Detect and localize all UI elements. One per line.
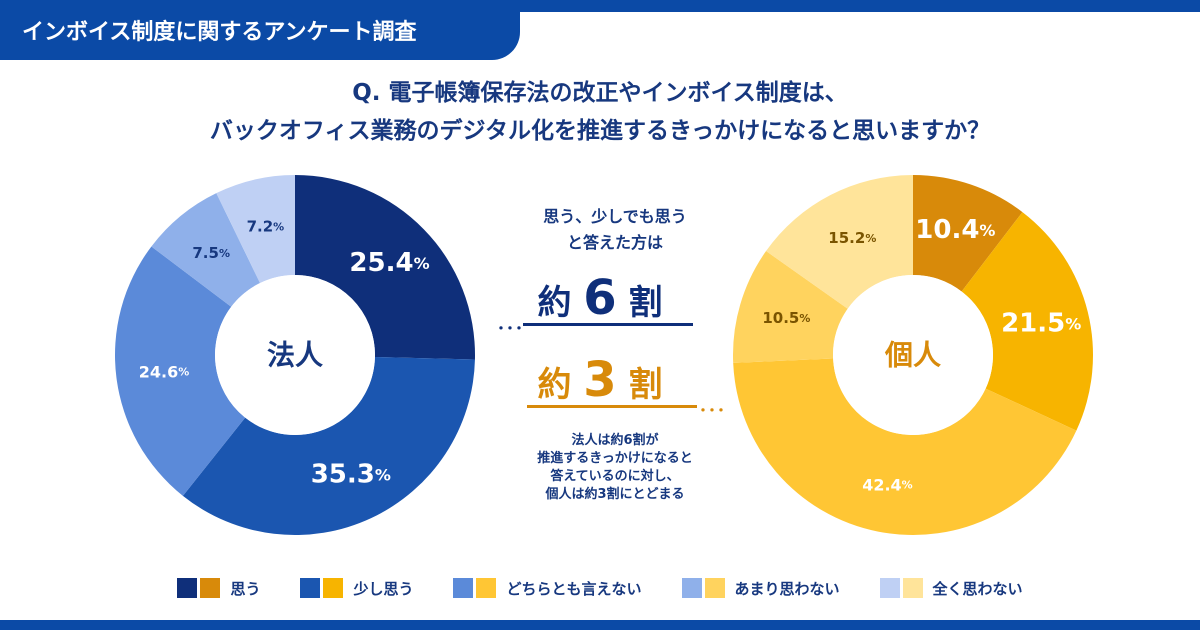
indiv-ratio-dots: ･･･ bbox=[699, 401, 727, 420]
summary-note-line: 推進するきっかけになると bbox=[537, 451, 693, 466]
donut-slice-corp-1 bbox=[182, 357, 475, 536]
survey-title: インボイス制度に関するアンケート調査 bbox=[22, 20, 417, 45]
legend-swatch-indiv bbox=[902, 578, 923, 598]
data-label-corp-2: 24.6% bbox=[139, 362, 190, 381]
donut-slice-corp-3 bbox=[151, 193, 261, 307]
summary-intro-line-1: 思う、少しでも思う bbox=[543, 207, 687, 226]
donut-slice-corp-0 bbox=[295, 175, 475, 360]
corp-ratio: 約 6 割 bbox=[495, 270, 705, 326]
corp-ratio-underline bbox=[523, 323, 693, 326]
indiv-ratio-underline bbox=[527, 405, 697, 408]
data-label-corp-0: 25.4% bbox=[349, 248, 429, 278]
legend-label: どちらとも言えない bbox=[506, 579, 642, 598]
legend-item: 思う bbox=[177, 578, 260, 599]
legend-label: 思う bbox=[230, 579, 261, 598]
legend-swatch-indiv bbox=[323, 578, 344, 598]
legend-swatch-indiv bbox=[704, 578, 725, 598]
summary-note-line: 答えているのに対し、 bbox=[550, 469, 680, 484]
indiv-ratio: 約 3 割 bbox=[495, 352, 705, 408]
donut-hole bbox=[215, 275, 375, 435]
legend-swatch-corp bbox=[300, 578, 321, 598]
donut-center-label: 法人 bbox=[267, 339, 323, 372]
legend-label: 少し思う bbox=[353, 579, 414, 598]
question-line-2: バックオフィス業務のデジタル化を推進するきっかけになると思いますか？ bbox=[209, 118, 991, 144]
survey-title-tab: インボイス制度に関するアンケート調査 bbox=[0, 0, 520, 60]
summary-intro-line-2: と答えた方は bbox=[566, 233, 663, 252]
donut-slice-corp-4 bbox=[216, 175, 295, 284]
corp-ratio-number: 6 bbox=[583, 270, 617, 326]
corp-ratio-suffix: 割 bbox=[628, 283, 663, 323]
data-label-indiv-0: 10.4% bbox=[915, 215, 995, 245]
data-label-indiv-3: 10.5% bbox=[762, 309, 810, 327]
legend-swatch-corp bbox=[681, 578, 702, 598]
donut-slice-indiv-3 bbox=[733, 251, 848, 363]
legend-label: あまり思わない bbox=[734, 579, 840, 598]
data-label-corp-1: 35.3% bbox=[311, 460, 391, 490]
donut-slice-indiv-2 bbox=[733, 358, 1077, 536]
legend-item: どちらとも言えない bbox=[453, 578, 642, 599]
donut-center-label: 個人 bbox=[884, 339, 941, 372]
legend-label: 全く思わない bbox=[932, 579, 1023, 598]
corp-ratio-prefix: 約 bbox=[537, 283, 572, 323]
legend-item: あまり思わない bbox=[681, 578, 840, 599]
summary-note-line: 法人は約6割が bbox=[571, 433, 659, 448]
donut-slice-indiv-0 bbox=[913, 175, 1023, 292]
indiv-ratio-number: 3 bbox=[583, 352, 617, 408]
data-label-corp-3: 7.5% bbox=[192, 244, 230, 262]
legend-swatch-indiv bbox=[476, 578, 497, 598]
legend-swatch-corp bbox=[177, 578, 198, 598]
legend-item: 少し思う bbox=[300, 578, 413, 599]
data-label-corp-4: 7.2% bbox=[247, 217, 285, 235]
corp-ratio-dots: ･･･ bbox=[497, 319, 525, 338]
legend-swatch-indiv bbox=[200, 578, 221, 598]
indiv-ratio-prefix: 約 bbox=[537, 365, 572, 405]
summary-note-line: 個人は約3割にとどまる bbox=[545, 487, 685, 502]
data-label-indiv-2: 42.4% bbox=[862, 475, 913, 494]
legend-swatch-corp bbox=[879, 578, 900, 598]
data-label-indiv-1: 21.5% bbox=[1001, 308, 1081, 338]
legend: 思う 少し思う どちらとも言えない あまり思わない 全く思わない bbox=[0, 574, 1200, 602]
question: Q. 電子帳簿保存法の改正やインボイス制度は、 バックオフィス業務のデジタル化を… bbox=[0, 74, 1200, 150]
donut-slice-indiv-4 bbox=[766, 175, 913, 309]
donut-slice-corp-2 bbox=[115, 246, 246, 496]
indiv-ratio-suffix: 割 bbox=[628, 365, 663, 405]
donut-hole bbox=[833, 275, 993, 435]
legend-swatch-corp bbox=[453, 578, 474, 598]
donut-slice-indiv-1 bbox=[961, 212, 1093, 431]
question-line-1: Q. 電子帳簿保存法の改正やインボイス制度は、 bbox=[352, 80, 848, 106]
summary-intro: 思う、少しでも思う と答えた方は bbox=[495, 204, 735, 256]
summary-note: 法人は約6割が 推進するきっかけになると 答えているのに対し、 個人は約3割にと… bbox=[495, 432, 735, 504]
data-label-indiv-4: 15.2% bbox=[828, 229, 876, 247]
legend-item: 全く思わない bbox=[879, 578, 1023, 599]
bottom-accent-bar bbox=[0, 620, 1200, 630]
